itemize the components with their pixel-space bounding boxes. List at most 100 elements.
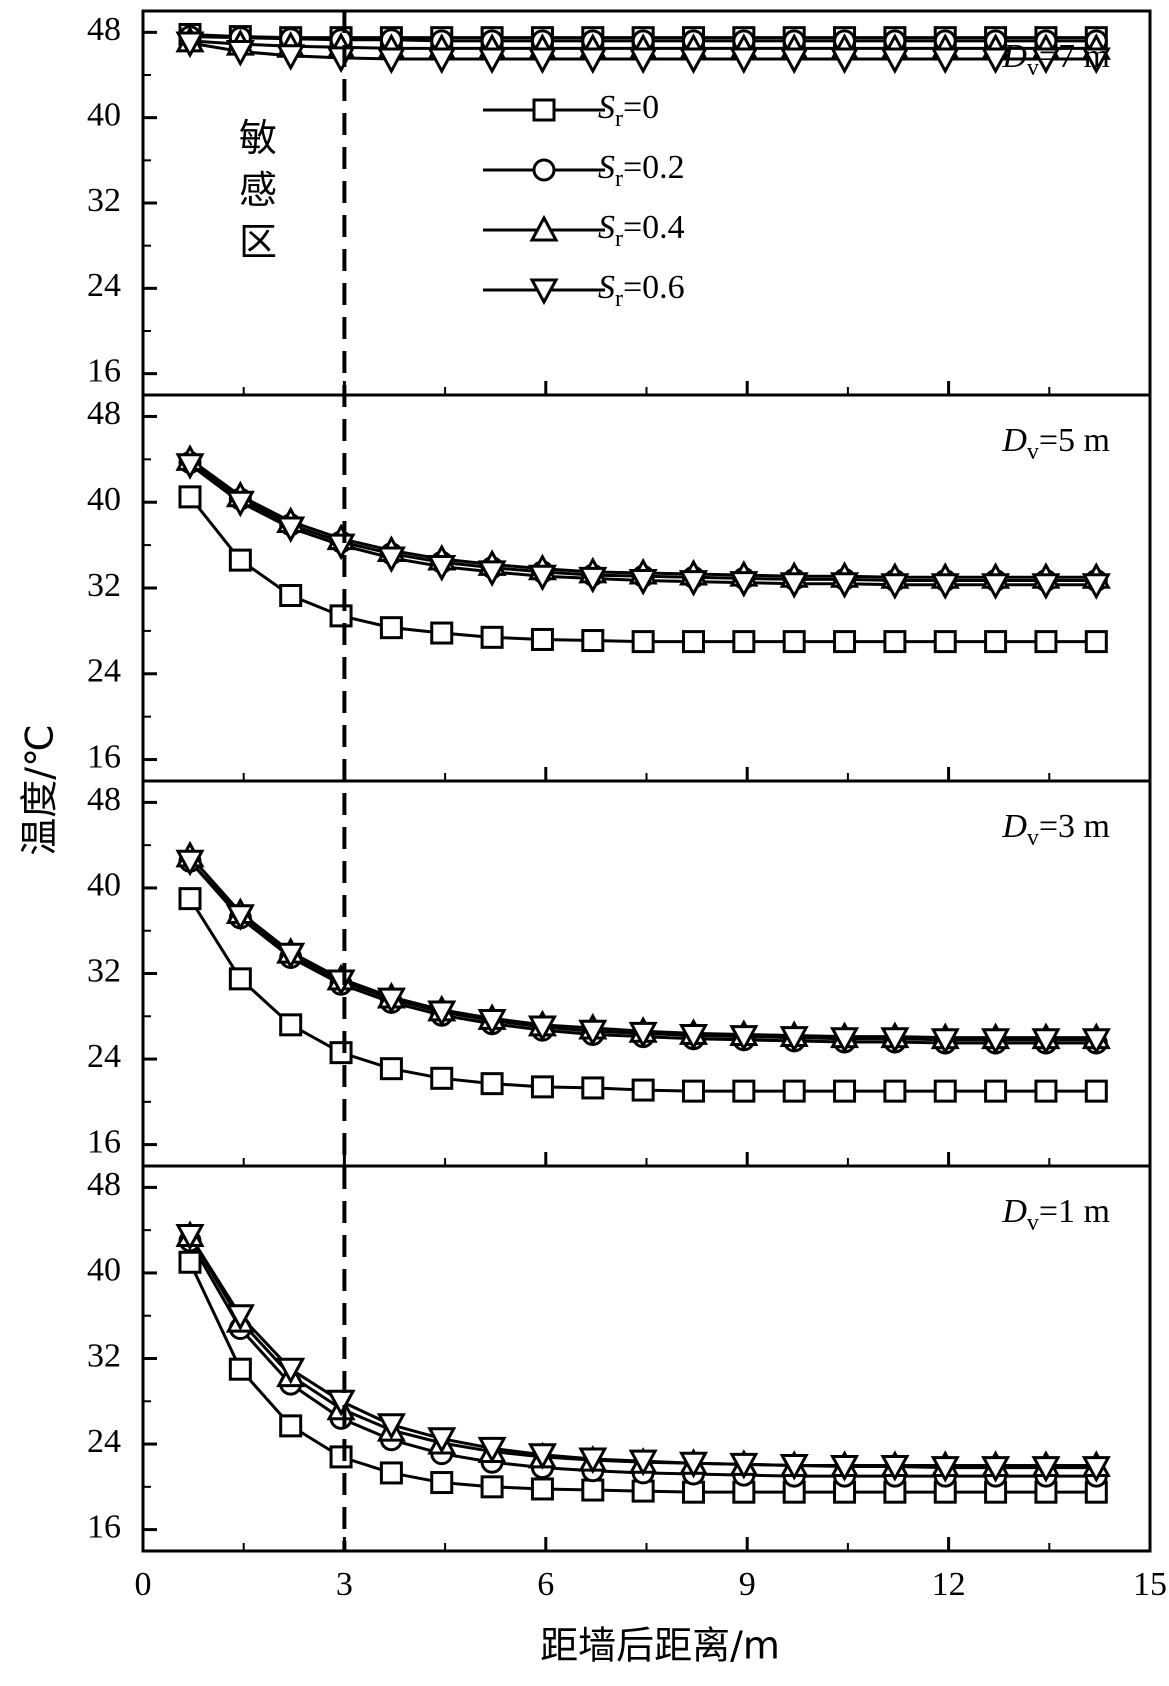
legend-label: Sr=0.2 [598, 149, 685, 192]
marker-triangle-down [1081, 1028, 1111, 1055]
panel-annotation: Dv=5 m [1001, 422, 1110, 465]
marker-triangle-down [830, 1027, 860, 1054]
marker-triangle-down [678, 47, 709, 75]
marker-triangle-down [578, 47, 608, 75]
marker-triangle-down [276, 516, 306, 544]
marker-triangle-down [175, 31, 205, 59]
marker-triangle-down [880, 1027, 910, 1054]
marker-triangle-down [930, 1456, 960, 1483]
marker-square [178, 485, 202, 509]
y-tick-label: 48 [87, 11, 121, 48]
marker-square [782, 1079, 806, 1103]
marker-triangle-down [880, 573, 910, 600]
marker-triangle-down [376, 1413, 406, 1440]
marker-triangle-down [376, 987, 406, 1015]
marker-triangle-down [276, 942, 306, 970]
marker-triangle-down [527, 1443, 557, 1470]
marker-triangle-down [527, 564, 557, 592]
marker-triangle-down [427, 555, 457, 582]
series-line [188, 860, 1097, 1045]
marker-square [581, 1076, 605, 1100]
marker-square [581, 1478, 605, 1502]
marker-square [532, 98, 556, 122]
marker-triangle-down [981, 1028, 1011, 1055]
marker-triangle-down [276, 44, 306, 71]
marker-triangle-down [326, 1389, 356, 1417]
marker-triangle-down [578, 1447, 608, 1475]
marker-triangle-down [477, 1009, 507, 1036]
marker-triangle-down [779, 47, 809, 75]
marker-triangle-down [1031, 1028, 1061, 1055]
marker-square [480, 625, 504, 649]
y-tick-label: 40 [87, 481, 121, 518]
marker-triangle-down [678, 1451, 709, 1479]
marker-square [430, 1066, 454, 1090]
y-tick-label: 24 [87, 1423, 121, 1460]
marker-circle [532, 158, 556, 182]
series-line [188, 1240, 1097, 1478]
marker-triangle-down [628, 1021, 658, 1049]
marker-triangle-down [527, 1015, 557, 1043]
legend-label: Sr=0.6 [598, 269, 685, 312]
marker-square [833, 630, 857, 654]
marker-triangle-down [1081, 1456, 1111, 1483]
marker-triangle-down [578, 1019, 608, 1047]
marker-triangle-down [729, 47, 759, 75]
marker-square [984, 630, 1008, 654]
marker-square [329, 1041, 353, 1065]
marker-triangle-down [678, 570, 709, 597]
marker-triangle-down [981, 47, 1011, 75]
marker-triangle-down [1081, 47, 1111, 75]
marker-square [833, 1079, 857, 1103]
series-line [188, 860, 1097, 1042]
marker-triangle-down [880, 1455, 910, 1482]
marker-square [681, 1079, 705, 1103]
x-tick-label: 6 [537, 1566, 554, 1603]
marker-square [732, 630, 756, 654]
marker-triangle-down [729, 1025, 759, 1052]
y-axis-label: 温度/℃ [18, 724, 62, 855]
marker-square [379, 1461, 403, 1485]
marker-square [933, 1079, 957, 1103]
marker-square [329, 604, 353, 628]
marker-triangle-down [628, 1449, 658, 1477]
marker-triangle-down [880, 47, 910, 75]
marker-triangle-down [427, 1427, 457, 1454]
marker-square [329, 1445, 353, 1469]
marker-square [984, 1079, 1008, 1103]
marker-square [430, 1471, 454, 1495]
marker-square [430, 621, 454, 645]
marker-triangle-down [175, 453, 205, 480]
marker-square [883, 630, 907, 654]
marker-triangle-down [628, 47, 658, 75]
marker-triangle-down [225, 904, 255, 931]
marker-triangle-down [930, 573, 960, 600]
marker-square [631, 630, 655, 654]
marker-triangle-up [529, 214, 559, 242]
y-tick-label: 16 [87, 1508, 121, 1545]
marker-triangle-down [427, 1000, 457, 1028]
marker-triangle-down [175, 1224, 205, 1251]
y-tick-label: 40 [87, 867, 121, 904]
series-line [188, 897, 1097, 1093]
marker-square [530, 627, 554, 651]
marker-square [530, 1075, 554, 1099]
marker-square [480, 1072, 504, 1096]
marker-square [178, 1250, 202, 1274]
y-tick-label: 48 [87, 1166, 121, 1203]
marker-triangle-down [578, 566, 608, 594]
legend-label: Sr=0.4 [598, 209, 685, 252]
marker-triangle-down [930, 47, 960, 75]
region-label: 敏感区 [239, 116, 277, 264]
marker-square [279, 1414, 303, 1438]
marker-triangle-down [729, 1452, 759, 1480]
marker-triangle-down [830, 47, 860, 75]
y-tick-label: 16 [87, 352, 121, 389]
marker-square [883, 1079, 907, 1103]
marker-triangle-down [1031, 1456, 1061, 1483]
marker-square [530, 1477, 554, 1501]
marker-triangle-down [477, 560, 507, 588]
marker-triangle-down [477, 47, 507, 75]
x-tick-label: 12 [932, 1566, 966, 1603]
y-tick-label: 32 [87, 1337, 121, 1374]
